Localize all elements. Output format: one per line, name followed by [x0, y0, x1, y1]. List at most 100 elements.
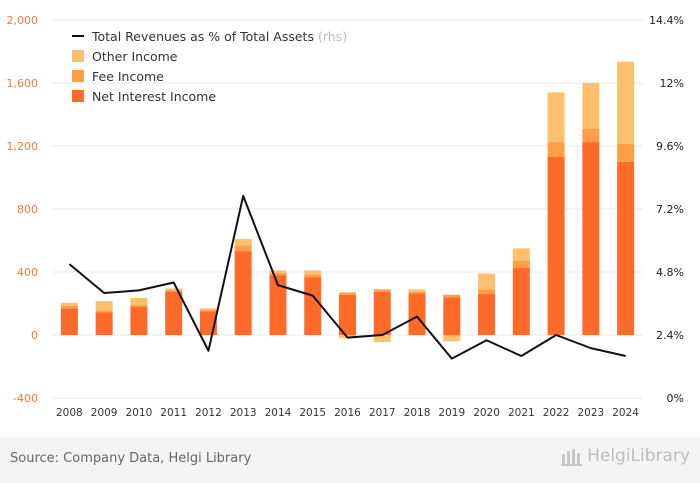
y2-tick-label: 0%: [667, 392, 684, 405]
y2-tick-label: 7.2%: [656, 203, 684, 216]
legend-rhs-suffix: (rhs): [317, 28, 348, 44]
bar-other-income-2011: [165, 288, 183, 291]
x-tick-label: 2010: [126, 407, 153, 419]
bar-other-income-2013: [234, 238, 252, 246]
x-tick-label: 2019: [438, 407, 465, 419]
legend-label: Net Interest Income: [92, 88, 217, 104]
y2-tick-label: 14.4%: [649, 14, 684, 27]
bar-other-income-2009: [95, 301, 113, 311]
bar-net-interest-income-2013: [234, 251, 252, 335]
x-tick-label: 2012: [195, 407, 222, 419]
bar-net-interest-income-2019: [443, 297, 461, 335]
x-tick-label: 2008: [56, 407, 83, 419]
bar-fee-income-2015: [304, 274, 322, 278]
bar-net-interest-income-2021: [512, 268, 530, 335]
x-tick-label: 2014: [265, 407, 292, 419]
bar-other-income-2012: [199, 308, 217, 310]
bar-other-income-2019: [443, 335, 461, 342]
bar-other-income-2017: [373, 335, 391, 343]
x-tick-label: 2020: [473, 407, 500, 419]
y-tick-label: -400: [13, 392, 38, 405]
x-tick-label: 2016: [334, 407, 361, 419]
y-tick-label: 1,200: [7, 140, 39, 153]
x-tick-label: 2017: [369, 407, 396, 419]
legend-item-other-income: Other Income: [72, 46, 347, 66]
legend-swatch: [72, 70, 84, 82]
legend-item-ratio: Total Revenues as % of Total Assets (rhs…: [72, 26, 347, 46]
bar-net-interest-income-2020: [478, 294, 496, 335]
legend-swatch: [72, 50, 84, 62]
bar-fee-income-2022: [547, 142, 565, 158]
y-tick-label: 2,000: [7, 14, 39, 27]
x-tick-label: 2022: [543, 407, 570, 419]
y-tick-label: 0: [31, 329, 38, 342]
footer: [0, 437, 700, 483]
logo: HelgiLibrary: [561, 446, 690, 466]
bar-fee-income-2021: [512, 260, 530, 269]
bar-other-income-2021: [512, 248, 530, 261]
bar-net-interest-income-2014: [269, 275, 287, 335]
bar-other-income-2022: [547, 92, 565, 143]
bar-fee-income-2023: [582, 128, 600, 143]
bar-other-income-2018: [408, 289, 426, 292]
legend-label: Total Revenues as % of Total Assets: [92, 28, 314, 44]
bar-net-interest-income-2015: [304, 277, 322, 335]
bar-fee-income-2009: [95, 310, 113, 313]
bar-fee-income-2017: [373, 289, 391, 292]
bars: [60, 61, 635, 343]
bar-net-interest-income-2010: [130, 306, 148, 335]
source-note: Source: Company Data, Helgi Library: [10, 451, 252, 466]
y2-tick-label: 4.8%: [656, 266, 684, 279]
legend-line-swatch: [72, 35, 84, 37]
bar-net-interest-income-2011: [165, 291, 183, 335]
x-tick-label: 2015: [299, 407, 326, 419]
bar-fee-income-2011: [165, 290, 183, 292]
x-tick-label: 2021: [508, 407, 535, 419]
bar-net-interest-income-2024: [617, 161, 635, 335]
bar-net-interest-income-2008: [60, 308, 78, 335]
bar-other-income-2015: [304, 270, 322, 275]
bar-fee-income-2016: [339, 292, 356, 295]
x-tick-label: 2024: [612, 407, 639, 419]
bar-other-income-2020: [478, 273, 496, 290]
bar-net-interest-income-2017: [373, 291, 391, 335]
bar-fee-income-2024: [617, 143, 635, 162]
right-axis: 0% 2.4% 4.8% 7.2% 9.6% 12% 14.4%: [649, 14, 684, 405]
bar-fee-income-2019: [443, 294, 461, 298]
bar-fee-income-2013: [234, 245, 252, 252]
bar-other-income-2023: [582, 83, 600, 129]
gridlines: [52, 19, 643, 399]
legend-label: Fee Income: [92, 68, 164, 84]
bar-fee-income-2018: [408, 291, 426, 294]
logo-text: HelgiLibrary: [587, 446, 690, 466]
bar-net-interest-income-2023: [582, 142, 600, 335]
x-tick-label: 2023: [577, 407, 604, 419]
y-tick-label: 400: [17, 266, 38, 279]
ratio-line: [68, 194, 626, 360]
bar-other-income-2024: [617, 61, 635, 144]
bar-net-interest-income-2009: [95, 312, 113, 335]
bar-fee-income-2012: [199, 309, 217, 312]
x-tick-label: 2018: [404, 407, 431, 419]
x-tick-label: 2013: [230, 407, 257, 419]
y2-tick-label: 12%: [660, 77, 684, 90]
bar-fee-income-2010: [130, 305, 148, 307]
y-tick-label: 800: [17, 203, 38, 216]
legend: Total Revenues as % of Total Assets (rhs…: [72, 26, 347, 106]
bar-other-income-2010: [130, 297, 148, 306]
x-tick-label: 2011: [160, 407, 187, 419]
bar-net-interest-income-2022: [547, 157, 565, 335]
bar-fee-income-2008: [60, 305, 78, 309]
legend-swatch: [72, 90, 84, 102]
bar-net-interest-income-2018: [408, 293, 426, 335]
bar-other-income-2008: [60, 302, 78, 306]
bar-other-income-2014: [269, 270, 287, 273]
x-axis: 2008 2009 2010 2011 2012 2013 2014 2015 2016 2017…: [56, 407, 639, 419]
y2-tick-label: 9.6%: [656, 140, 684, 153]
chart: -400 0 400 800 1,200 1,600 2,000 0% 2.4% 4.8% 7.2…: [7, 14, 685, 419]
y-tick-label: 1,600: [7, 77, 39, 90]
legend-item-net-interest-income: Net Interest Income: [72, 86, 347, 106]
legend-label: Other Income: [92, 48, 178, 64]
y2-tick-label: 2.4%: [656, 329, 684, 342]
bar-net-interest-income-2016: [339, 294, 356, 335]
